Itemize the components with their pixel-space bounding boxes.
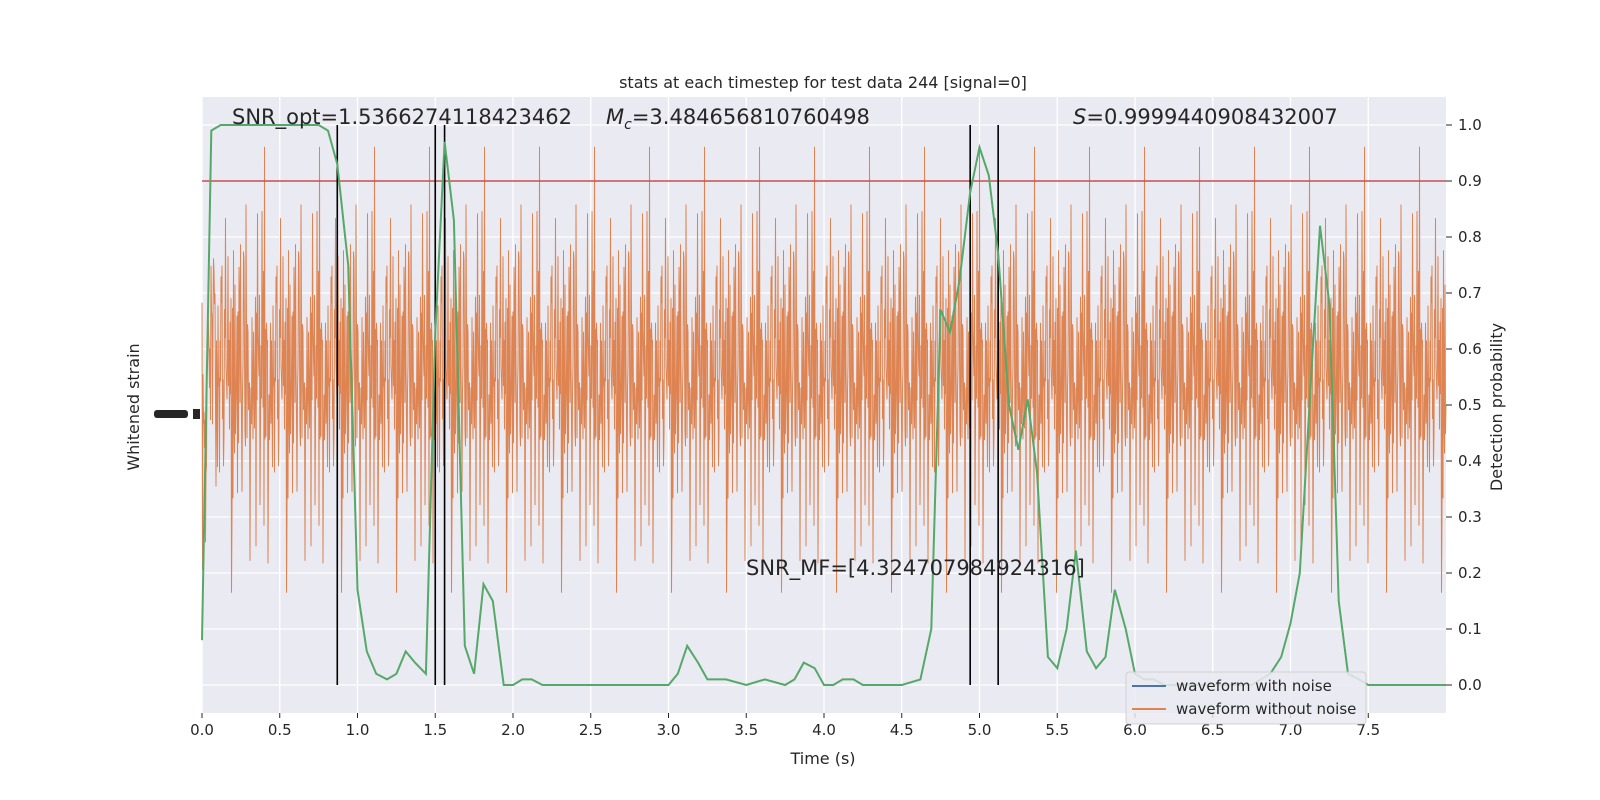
x-tick-label: 3.0: [657, 721, 681, 739]
legend-label-with-noise: waveform with noise: [1176, 677, 1332, 695]
x-tick-label: 7.0: [1279, 721, 1303, 739]
x-tick-label: 2.0: [501, 721, 525, 739]
left-axis-tick-labels-overlap: [154, 410, 188, 418]
mc-symbol: M: [606, 105, 624, 129]
snr-mf-annotation: SNR_MF=[4.324707984924316]: [746, 556, 1085, 581]
legend: waveform with noise waveform without noi…: [1125, 671, 1367, 725]
x-tick-label: 1.0: [346, 721, 370, 739]
mc-subscript: c: [624, 117, 632, 133]
chart-title: stats at each timestep for test data 244…: [619, 73, 1027, 92]
x-tick-label: 2.5: [579, 721, 603, 739]
x-tick-label: 6.0: [1123, 721, 1147, 739]
y-tick-label: 0.8: [1458, 228, 1482, 246]
y-tick-label: 0.6: [1458, 340, 1482, 358]
y-tick-label: 0.0: [1458, 676, 1482, 694]
y-tick-label: 0.1: [1458, 620, 1482, 638]
y-tick-label: 0.5: [1458, 396, 1482, 414]
y-tick-label: 0.4: [1458, 452, 1482, 470]
x-axis-label: Time (s): [789, 749, 855, 768]
waveform-without-noise-line: [201, 146, 1447, 593]
y-tick-label: 0.9: [1458, 172, 1482, 190]
x-tick-label: 4.0: [812, 721, 836, 739]
legend-box: [1125, 671, 1367, 725]
left-axis-tick-cluster: [193, 409, 200, 419]
mc-value: =3.484656810760498: [632, 105, 870, 129]
y-tick-label: 0.3: [1458, 508, 1482, 526]
x-tick-label: 7.5: [1356, 721, 1380, 739]
y-tick-label: 0.7: [1458, 284, 1482, 302]
x-tick-label: 3.5: [734, 721, 758, 739]
legend-label-without-noise: waveform without noise: [1176, 700, 1356, 718]
x-tick-label: 0.0: [190, 721, 214, 739]
x-tick-label: 1.5: [423, 721, 447, 739]
x-tick-label: 5.5: [1045, 721, 1069, 739]
y-tick-label: 0.2: [1458, 564, 1482, 582]
x-tick-label: 6.5: [1201, 721, 1225, 739]
y-axis-label-right: Detection probability: [1487, 323, 1506, 491]
y-axis-label-left: Whitened strain: [124, 343, 143, 470]
x-tick-label: 5.0: [968, 721, 992, 739]
s-symbol: S: [1073, 105, 1086, 129]
mc-annotation: Mc=3.484656810760498: [606, 105, 870, 133]
x-tick-label: 0.5: [268, 721, 292, 739]
s-annotation: S=0.9999440908432007: [1073, 105, 1338, 129]
s-value: =0.9999440908432007: [1086, 105, 1337, 129]
snr-opt-annotation: SNR_opt=1.5366274118423462: [232, 105, 572, 130]
y-tick-label: 1.0: [1458, 116, 1482, 134]
x-tick-label: 4.5: [890, 721, 914, 739]
